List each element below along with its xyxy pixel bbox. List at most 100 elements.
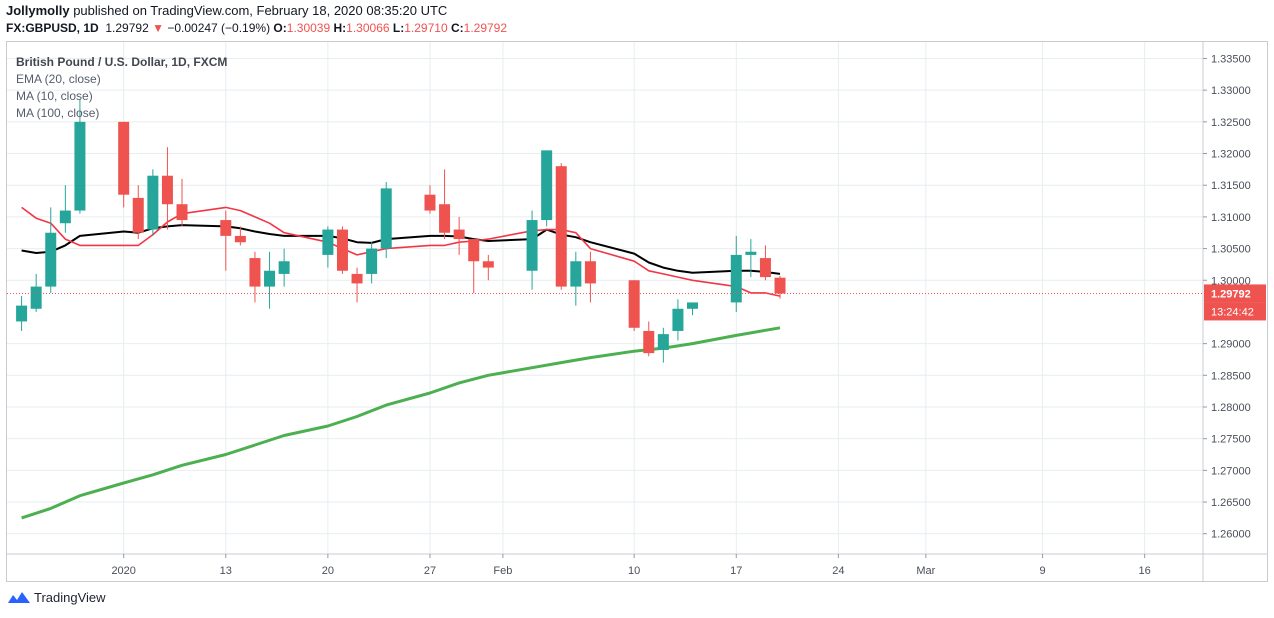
- candle-body: [249, 258, 261, 287]
- open-label: O:: [273, 21, 287, 35]
- candle-body: [657, 334, 669, 350]
- candle-body: [278, 261, 290, 274]
- candle: [657, 327, 669, 363]
- candle: [584, 251, 596, 303]
- candle: [147, 169, 159, 236]
- candle: [322, 226, 334, 268]
- candle-body: [745, 251, 757, 255]
- candle: [424, 185, 436, 214]
- price-tick-label: 1.33000: [1211, 85, 1251, 97]
- price-tick-label: 1.30500: [1211, 244, 1251, 256]
- legend-ema[interactable]: EMA (20, close): [16, 72, 101, 86]
- price-tick-label: 1.27500: [1211, 434, 1251, 446]
- candle: [336, 226, 348, 274]
- candle-body: [439, 204, 451, 233]
- legend-ma100[interactable]: MA (100, close): [16, 106, 100, 120]
- candle: [570, 251, 582, 306]
- legend-main-series[interactable]: British Pound / U.S. Dollar, 1D, FXCM: [16, 55, 228, 69]
- candle: [555, 163, 567, 290]
- ma-line: [21, 326, 781, 520]
- candle: [118, 121, 130, 208]
- price-chart[interactable]: 1.33500 1.33000 1.32500 1.32000 1.31500 1.310…: [7, 42, 1267, 581]
- candle-body: [584, 261, 596, 284]
- low-label: L:: [392, 21, 405, 35]
- candle-body: [30, 286, 42, 309]
- chart-panel[interactable]: 1.33500 1.33000 1.32500 1.32000 1.31500 1.310…: [6, 41, 1268, 582]
- candle-body: [759, 258, 771, 278]
- candle: [30, 273, 42, 312]
- candle-body: [45, 232, 57, 287]
- candle: [687, 302, 699, 316]
- last-price-text: 1.29792: [1211, 288, 1251, 300]
- symbol-info: FX:GBPUSD, 1D 1.29792 ▼ −0.00247 (−0.19%…: [6, 21, 507, 35]
- symbol-label: FX:GBPUSD, 1D: [6, 21, 99, 35]
- time-tick-label: 16: [1139, 565, 1151, 577]
- candle-body: [730, 254, 742, 303]
- footer: TradingView: [8, 590, 106, 605]
- price-tick-label: 1.26000: [1211, 529, 1251, 541]
- candle: [643, 321, 655, 357]
- candle-body: [132, 197, 144, 233]
- legend-ma10[interactable]: MA (10, close): [16, 89, 93, 103]
- time-tick-label: 9: [1039, 565, 1045, 577]
- candle-body: [147, 175, 159, 230]
- low-value: 1.29710: [404, 21, 448, 35]
- candle: [439, 169, 451, 240]
- candle-body: [526, 220, 538, 271]
- candle-body: [220, 220, 232, 236]
- candle-body: [16, 305, 28, 322]
- candle: [628, 280, 640, 331]
- time-tick-label: 27: [424, 565, 436, 577]
- candle-body: [336, 229, 348, 271]
- candle-body: [453, 229, 465, 240]
- price-tick-label: 1.30000: [1211, 275, 1251, 287]
- candle: [526, 210, 538, 290]
- price-tick-label: 1.31500: [1211, 180, 1251, 192]
- time-tick-label: 24: [832, 565, 844, 577]
- down-arrow-icon: ▼: [152, 21, 164, 35]
- price-tick-label: 1.28500: [1211, 370, 1251, 382]
- time-tick-label: Mar: [916, 565, 935, 577]
- publish-info: Jollymolly published on TradingView.com,…: [6, 3, 447, 18]
- author-name[interactable]: Jollymolly: [6, 3, 70, 18]
- time-tick-label: 20: [322, 565, 334, 577]
- time-tick-label: Feb: [493, 565, 512, 577]
- candle-body: [482, 261, 494, 268]
- price-tick-label: 1.33500: [1211, 53, 1251, 65]
- candle: [672, 299, 684, 341]
- close-value: 1.29792: [463, 21, 508, 35]
- candle: [774, 275, 786, 299]
- high-label: H:: [333, 21, 347, 35]
- candle: [161, 147, 173, 230]
- candle: [453, 216, 465, 255]
- candle: [176, 178, 188, 227]
- price-tick-label: 1.32500: [1211, 117, 1251, 129]
- candle: [74, 99, 86, 214]
- open-value: 1.30039: [286, 21, 331, 35]
- high-value: 1.30066: [346, 21, 390, 35]
- candle-body: [380, 188, 392, 249]
- countdown-text: 13:24:42: [1211, 306, 1254, 318]
- candle: [745, 239, 757, 278]
- candle-body: [774, 277, 786, 294]
- candle: [249, 251, 261, 303]
- candle-body: [555, 166, 567, 287]
- price-tick-label: 1.27000: [1211, 465, 1251, 477]
- candle-body: [628, 280, 640, 328]
- candle-body: [366, 248, 378, 274]
- candle: [132, 185, 144, 240]
- candle-body: [176, 204, 188, 221]
- published-text: published on TradingView.com, February 1…: [69, 3, 448, 18]
- price-tick-label: 1.31000: [1211, 212, 1251, 224]
- chart-legend: British Pound / U.S. Dollar, 1D, FXCM EM…: [16, 54, 227, 122]
- candle: [220, 210, 232, 271]
- candle-body: [541, 150, 553, 221]
- candle-body: [74, 121, 86, 211]
- time-tick-label: 17: [730, 565, 742, 577]
- tradingview-logo-icon[interactable]: [8, 591, 30, 605]
- candle: [366, 242, 378, 284]
- candle-body: [424, 194, 436, 211]
- price-tick-label: 1.26500: [1211, 497, 1251, 509]
- footer-brand[interactable]: TradingView: [34, 590, 106, 605]
- price-tick-label: 1.28000: [1211, 402, 1251, 414]
